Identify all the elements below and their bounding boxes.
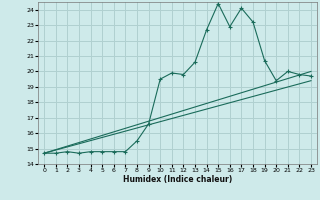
X-axis label: Humidex (Indice chaleur): Humidex (Indice chaleur) (123, 175, 232, 184)
